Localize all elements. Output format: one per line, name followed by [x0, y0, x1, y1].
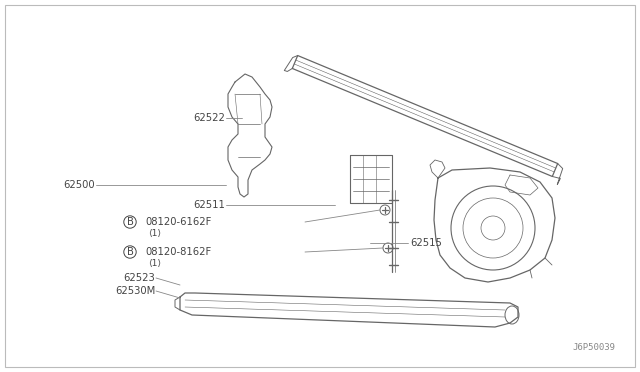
Text: 08120-8162F: 08120-8162F	[145, 247, 211, 257]
Text: J6P50039: J6P50039	[572, 343, 615, 352]
Text: 62515: 62515	[410, 238, 442, 248]
Text: 62522: 62522	[193, 113, 225, 123]
Text: 62523: 62523	[124, 273, 155, 283]
Text: ⟨1⟩: ⟨1⟩	[148, 228, 161, 237]
Text: ⟨1⟩: ⟨1⟩	[148, 259, 161, 267]
Text: 08120-6162F: 08120-6162F	[145, 217, 211, 227]
Text: 62511: 62511	[193, 200, 225, 210]
Text: B: B	[127, 217, 133, 227]
Text: 62530M: 62530M	[115, 286, 155, 296]
Text: B: B	[127, 247, 133, 257]
Text: 62500: 62500	[63, 180, 95, 190]
